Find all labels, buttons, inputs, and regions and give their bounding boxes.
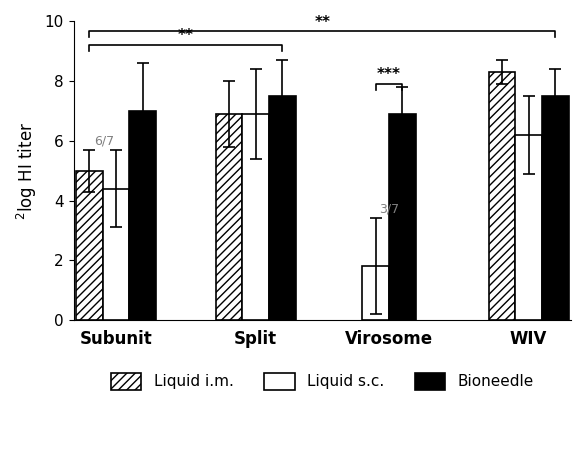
Bar [515,135,542,320]
Text: **: ** [314,15,331,30]
Bar [242,114,269,320]
Text: ***: *** [377,67,401,82]
Text: 3/7: 3/7 [379,202,400,215]
Bar [103,188,130,320]
Bar [269,96,295,320]
Text: 6/7: 6/7 [94,134,114,147]
Legend: Liquid i.m., Liquid s.c., Bioneedle: Liquid i.m., Liquid s.c., Bioneedle [105,366,540,396]
Bar [76,171,103,320]
Bar [489,72,515,320]
Bar [389,114,415,320]
Bar [362,266,389,320]
Bar [130,111,156,320]
Bar [216,114,242,320]
Bar [542,96,568,320]
Text: **: ** [178,28,194,43]
Y-axis label: $^2$log HI titer: $^2$log HI titer [15,121,39,219]
